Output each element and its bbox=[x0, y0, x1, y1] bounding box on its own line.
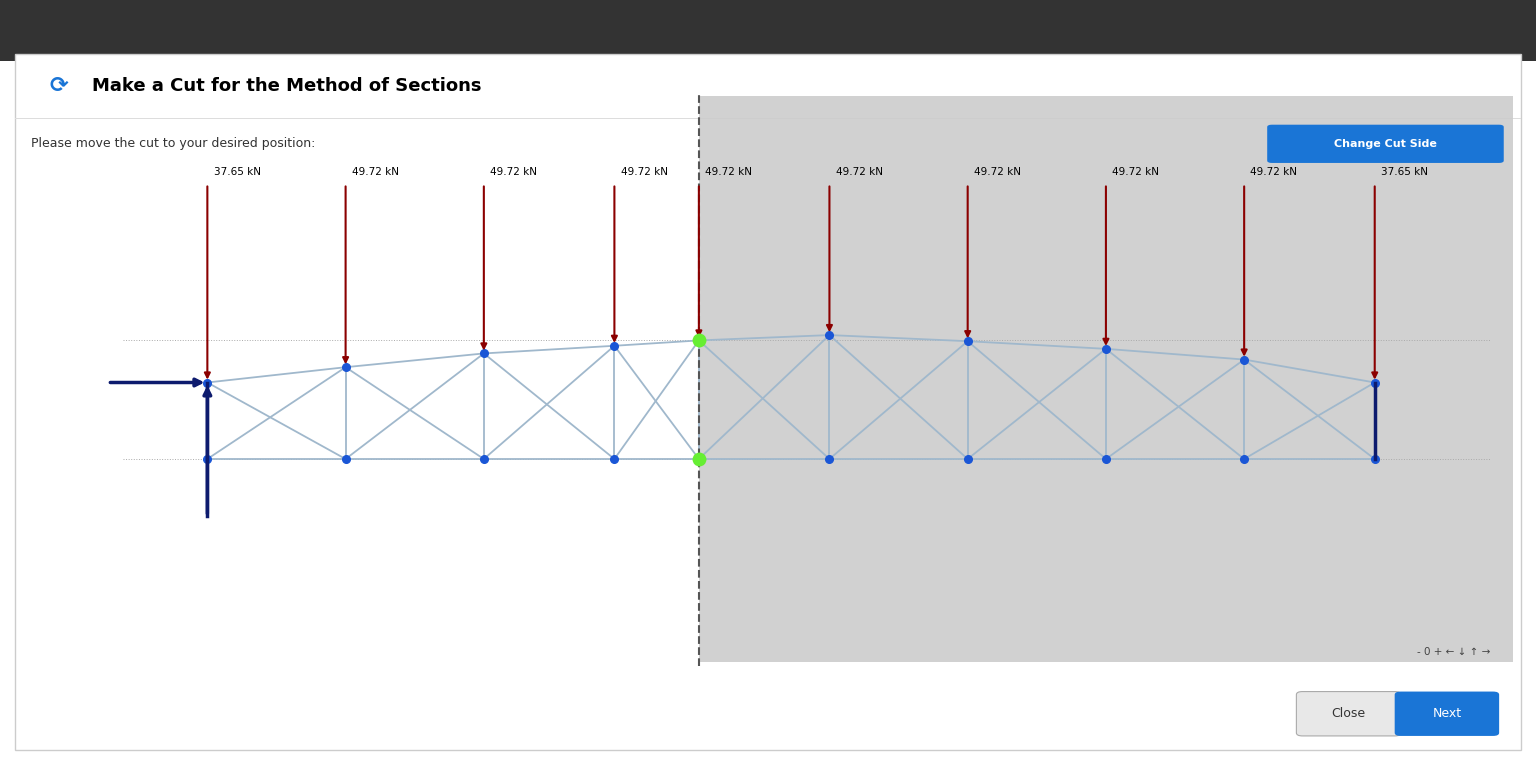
FancyBboxPatch shape bbox=[1395, 692, 1499, 736]
Text: 49.72 kN: 49.72 kN bbox=[836, 168, 883, 177]
Text: Make a Cut for the Method of Sections: Make a Cut for the Method of Sections bbox=[92, 76, 482, 95]
Text: 37.65 kN: 37.65 kN bbox=[1381, 168, 1428, 177]
FancyBboxPatch shape bbox=[1296, 692, 1401, 736]
Text: Next: Next bbox=[1433, 708, 1461, 720]
Text: Please move the cut to your desired position:: Please move the cut to your desired posi… bbox=[31, 138, 315, 150]
Text: 49.72 kN: 49.72 kN bbox=[352, 168, 399, 177]
Text: 49.72 kN: 49.72 kN bbox=[1112, 168, 1160, 177]
Text: 49.72 kN: 49.72 kN bbox=[1250, 168, 1298, 177]
Text: 49.72 kN: 49.72 kN bbox=[705, 168, 753, 177]
FancyBboxPatch shape bbox=[1267, 125, 1504, 163]
Text: ⟳: ⟳ bbox=[49, 76, 68, 96]
Text: 49.72 kN: 49.72 kN bbox=[490, 168, 538, 177]
Text: Close: Close bbox=[1332, 708, 1366, 720]
Bar bbox=[0, 0, 1536, 61]
Text: - 0 + ← ↓ ↑ →: - 0 + ← ↓ ↑ → bbox=[1416, 646, 1490, 657]
FancyBboxPatch shape bbox=[15, 54, 1521, 750]
Bar bbox=[15, 118, 1521, 119]
Bar bbox=[699, 96, 1513, 662]
Text: 49.72 kN: 49.72 kN bbox=[621, 168, 668, 177]
Text: 37.65 kN: 37.65 kN bbox=[214, 168, 261, 177]
Text: Change Cut Side: Change Cut Side bbox=[1335, 138, 1436, 149]
Text: 49.72 kN: 49.72 kN bbox=[974, 168, 1021, 177]
